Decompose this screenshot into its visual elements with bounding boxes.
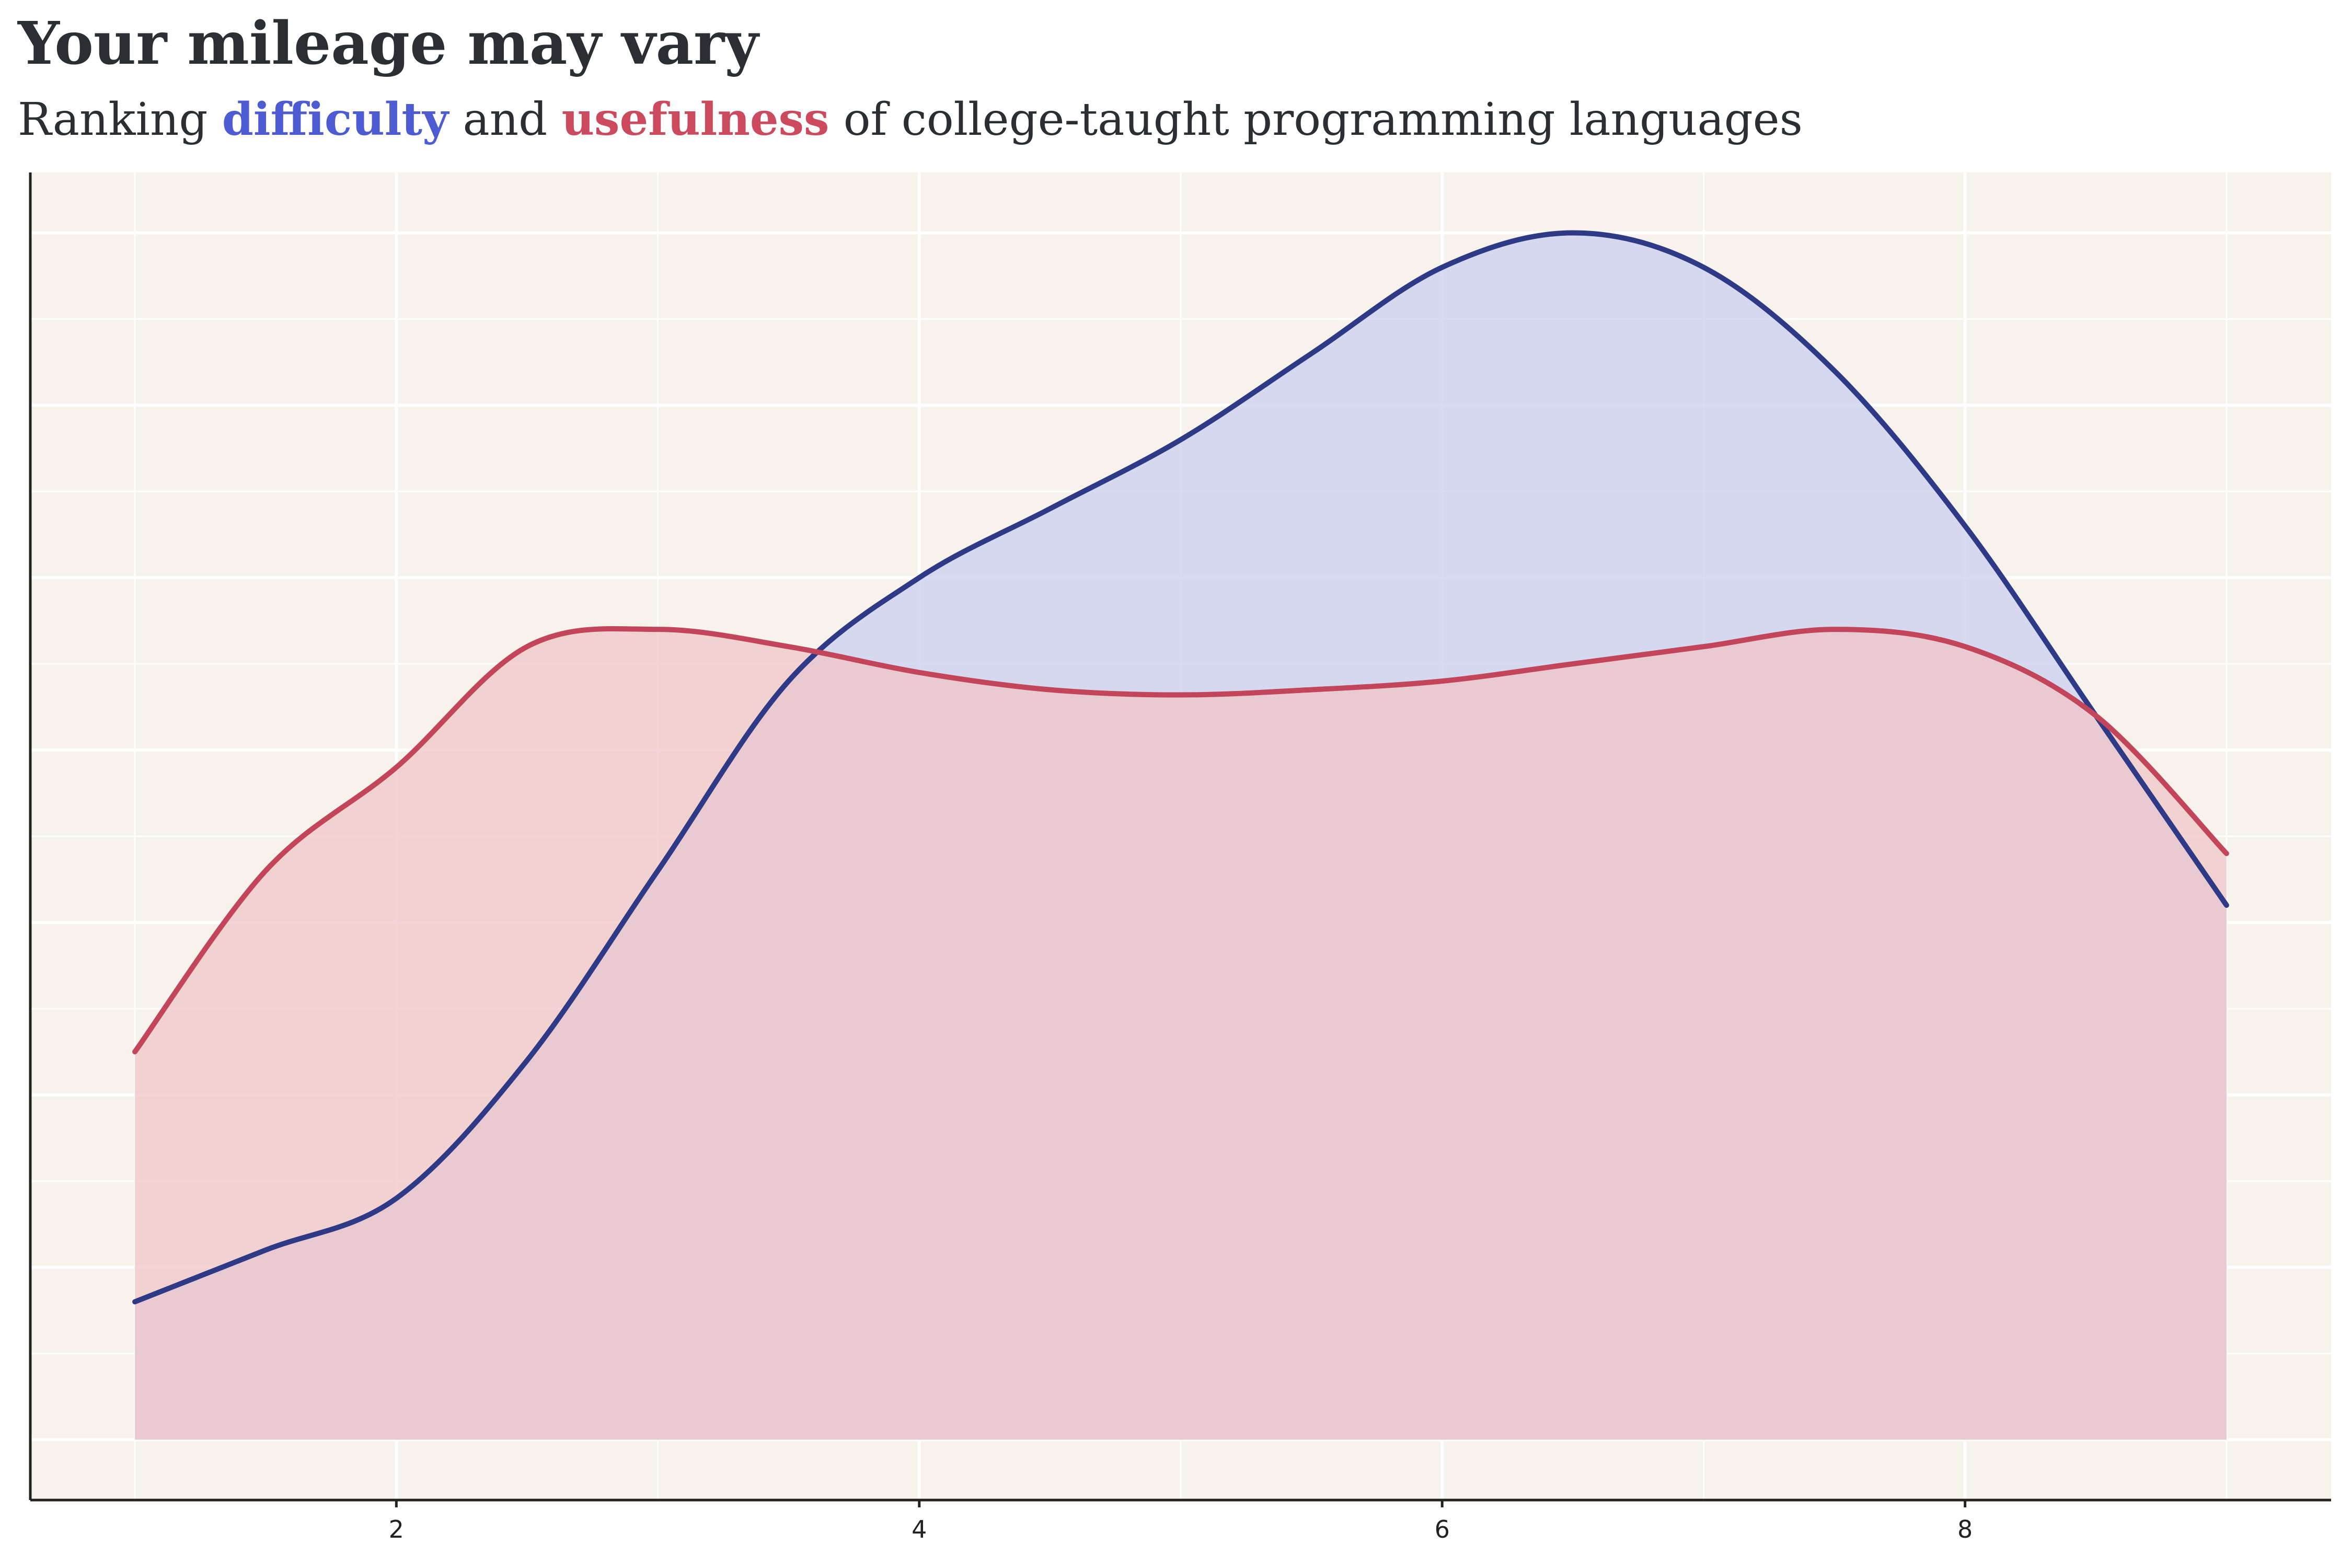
density-areas [135, 233, 2227, 1440]
usefulness-area [135, 628, 2227, 1440]
chart-subtitle: Ranking difficulty and usefulness of col… [18, 93, 1803, 146]
usefulness-line [132, 626, 2229, 1055]
x-tick-label: 8 [1957, 1515, 1973, 1543]
subtitle-middle: and [448, 94, 562, 146]
subtitle-difficulty-highlight: difficulty [222, 93, 449, 146]
x-tick-label: 4 [912, 1515, 927, 1543]
x-tick-label: 2 [389, 1515, 404, 1543]
subtitle-usefulness-highlight: usefulness [561, 93, 829, 146]
subtitle-prefix: Ranking [18, 94, 222, 146]
difficulty-line [132, 230, 2229, 1305]
chart-title: Your mileage may vary [18, 9, 759, 78]
density-lines [132, 230, 2229, 1305]
x-tick-label: 6 [1435, 1515, 1450, 1543]
subtitle-suffix: of college-taught programming languages [829, 94, 1803, 146]
axes: 2 4 6 8 [29, 172, 2331, 1543]
